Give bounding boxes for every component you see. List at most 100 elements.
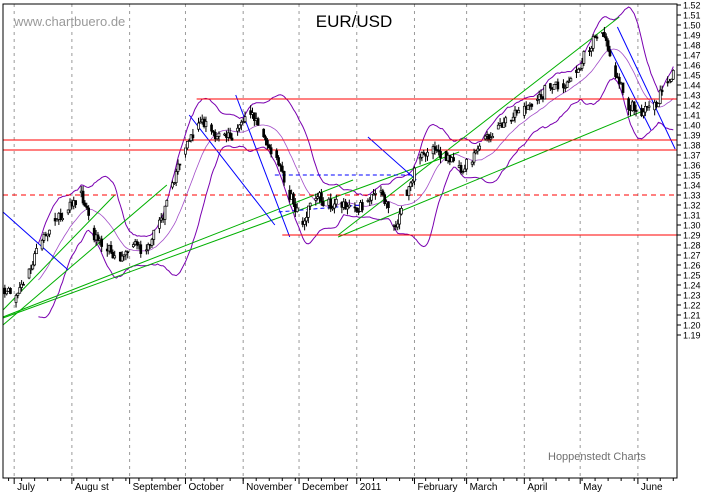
y-tick-label: 1.28 (683, 241, 701, 251)
price-bar (614, 65, 617, 78)
bollinger-upper (37, 6, 674, 244)
price-bar (109, 245, 113, 253)
price-bar (513, 109, 517, 118)
price-bar (33, 253, 37, 266)
price-bar (504, 117, 508, 124)
y-tick-label: 1.32 (683, 201, 701, 211)
x-tick-label: February (417, 482, 457, 492)
price-bar (562, 83, 565, 89)
bollinger-lower (38, 77, 674, 319)
price-bar (61, 218, 64, 220)
price-bar (472, 152, 476, 163)
price-bar (238, 124, 241, 129)
price-bar (591, 36, 595, 49)
price-bar (320, 192, 323, 202)
price-bar (20, 283, 23, 288)
price-bar (308, 202, 312, 207)
price-bar (139, 244, 143, 254)
axes: July Augu st September October November Decem… (2, 1, 701, 493)
y-tick-label: 1.40 (683, 121, 701, 131)
y-tick-label: 1.49 (683, 31, 701, 41)
price-bar (87, 207, 90, 216)
price-bar (556, 81, 560, 90)
x-tick-label: March (470, 482, 498, 492)
bollinger-middle (38, 48, 674, 281)
price-bar (197, 122, 200, 130)
price-bars (3, 26, 675, 308)
price-bar (18, 287, 22, 294)
x-tick-label: November (246, 482, 293, 492)
price-bar (277, 157, 280, 166)
price-bar (113, 255, 117, 259)
price-bar (48, 229, 51, 235)
price-bar (647, 105, 651, 108)
price-bar (185, 141, 189, 149)
price-bar (604, 36, 608, 41)
price-bar (264, 136, 267, 141)
price-bar (536, 99, 539, 101)
price-bar (5, 290, 9, 295)
price-bar (658, 89, 662, 104)
y-tick-label: 1.43 (683, 91, 701, 101)
price-bar (576, 68, 580, 73)
y-tick-label: 1.19 (683, 331, 701, 341)
price-bar (187, 140, 191, 142)
price-bar (487, 134, 491, 140)
price-bar (333, 203, 336, 209)
price-bar (316, 196, 320, 199)
price-bar (303, 220, 306, 225)
price-bar (643, 106, 647, 113)
price-bar (539, 94, 543, 97)
price-bar (476, 148, 480, 152)
price-bar (40, 240, 44, 250)
y-tick-label: 1.30 (683, 221, 701, 231)
price-bar (243, 116, 247, 122)
price-bar (642, 111, 645, 117)
y-tick-label: 1.51 (683, 11, 701, 21)
price-bar (329, 198, 333, 209)
y-tick-label: 1.47 (683, 51, 701, 61)
price-bar (269, 147, 273, 155)
price-bar (152, 229, 156, 240)
price-bar (27, 268, 31, 279)
y-tick-label: 1.50 (683, 21, 701, 31)
x-tick-label: July (17, 482, 35, 492)
price-bar (31, 264, 35, 270)
price-bar (603, 31, 606, 38)
downtrend-line (2, 211, 69, 271)
price-bar (543, 85, 547, 100)
price-bar (280, 165, 284, 172)
price-bar (191, 134, 195, 139)
y-tick-label: 1.29 (683, 231, 701, 241)
price-bar (552, 84, 556, 90)
y-tick-label: 1.41 (683, 111, 701, 121)
support-resistance-lines (3, 98, 677, 236)
price-bar (355, 207, 359, 212)
price-bar (595, 36, 599, 39)
price-bar (81, 190, 85, 204)
x-tick-label: May (583, 482, 602, 492)
price-bar (239, 121, 243, 126)
y-tick-label: 1.23 (683, 291, 701, 301)
y-tick-label: 1.42 (683, 101, 701, 111)
price-bar (565, 81, 569, 88)
price-bar (634, 110, 638, 112)
y-tick-label: 1.27 (683, 251, 701, 261)
downtrend-line (188, 114, 276, 226)
price-bar (306, 205, 310, 218)
price-bar (670, 78, 673, 82)
price-bar (437, 149, 441, 152)
price-bar (360, 202, 364, 211)
x-tick-label: September (133, 482, 183, 492)
watermark: www.chartbuero.de (13, 14, 125, 29)
price-bar (215, 136, 219, 140)
y-tick-label: 1.22 (683, 301, 701, 311)
price-bar (275, 150, 279, 158)
price-bar (621, 82, 625, 93)
price-bar (426, 151, 429, 157)
price-bar (120, 255, 124, 262)
price-bar (55, 219, 59, 222)
price-bar (374, 193, 377, 195)
price-bar (660, 89, 664, 93)
